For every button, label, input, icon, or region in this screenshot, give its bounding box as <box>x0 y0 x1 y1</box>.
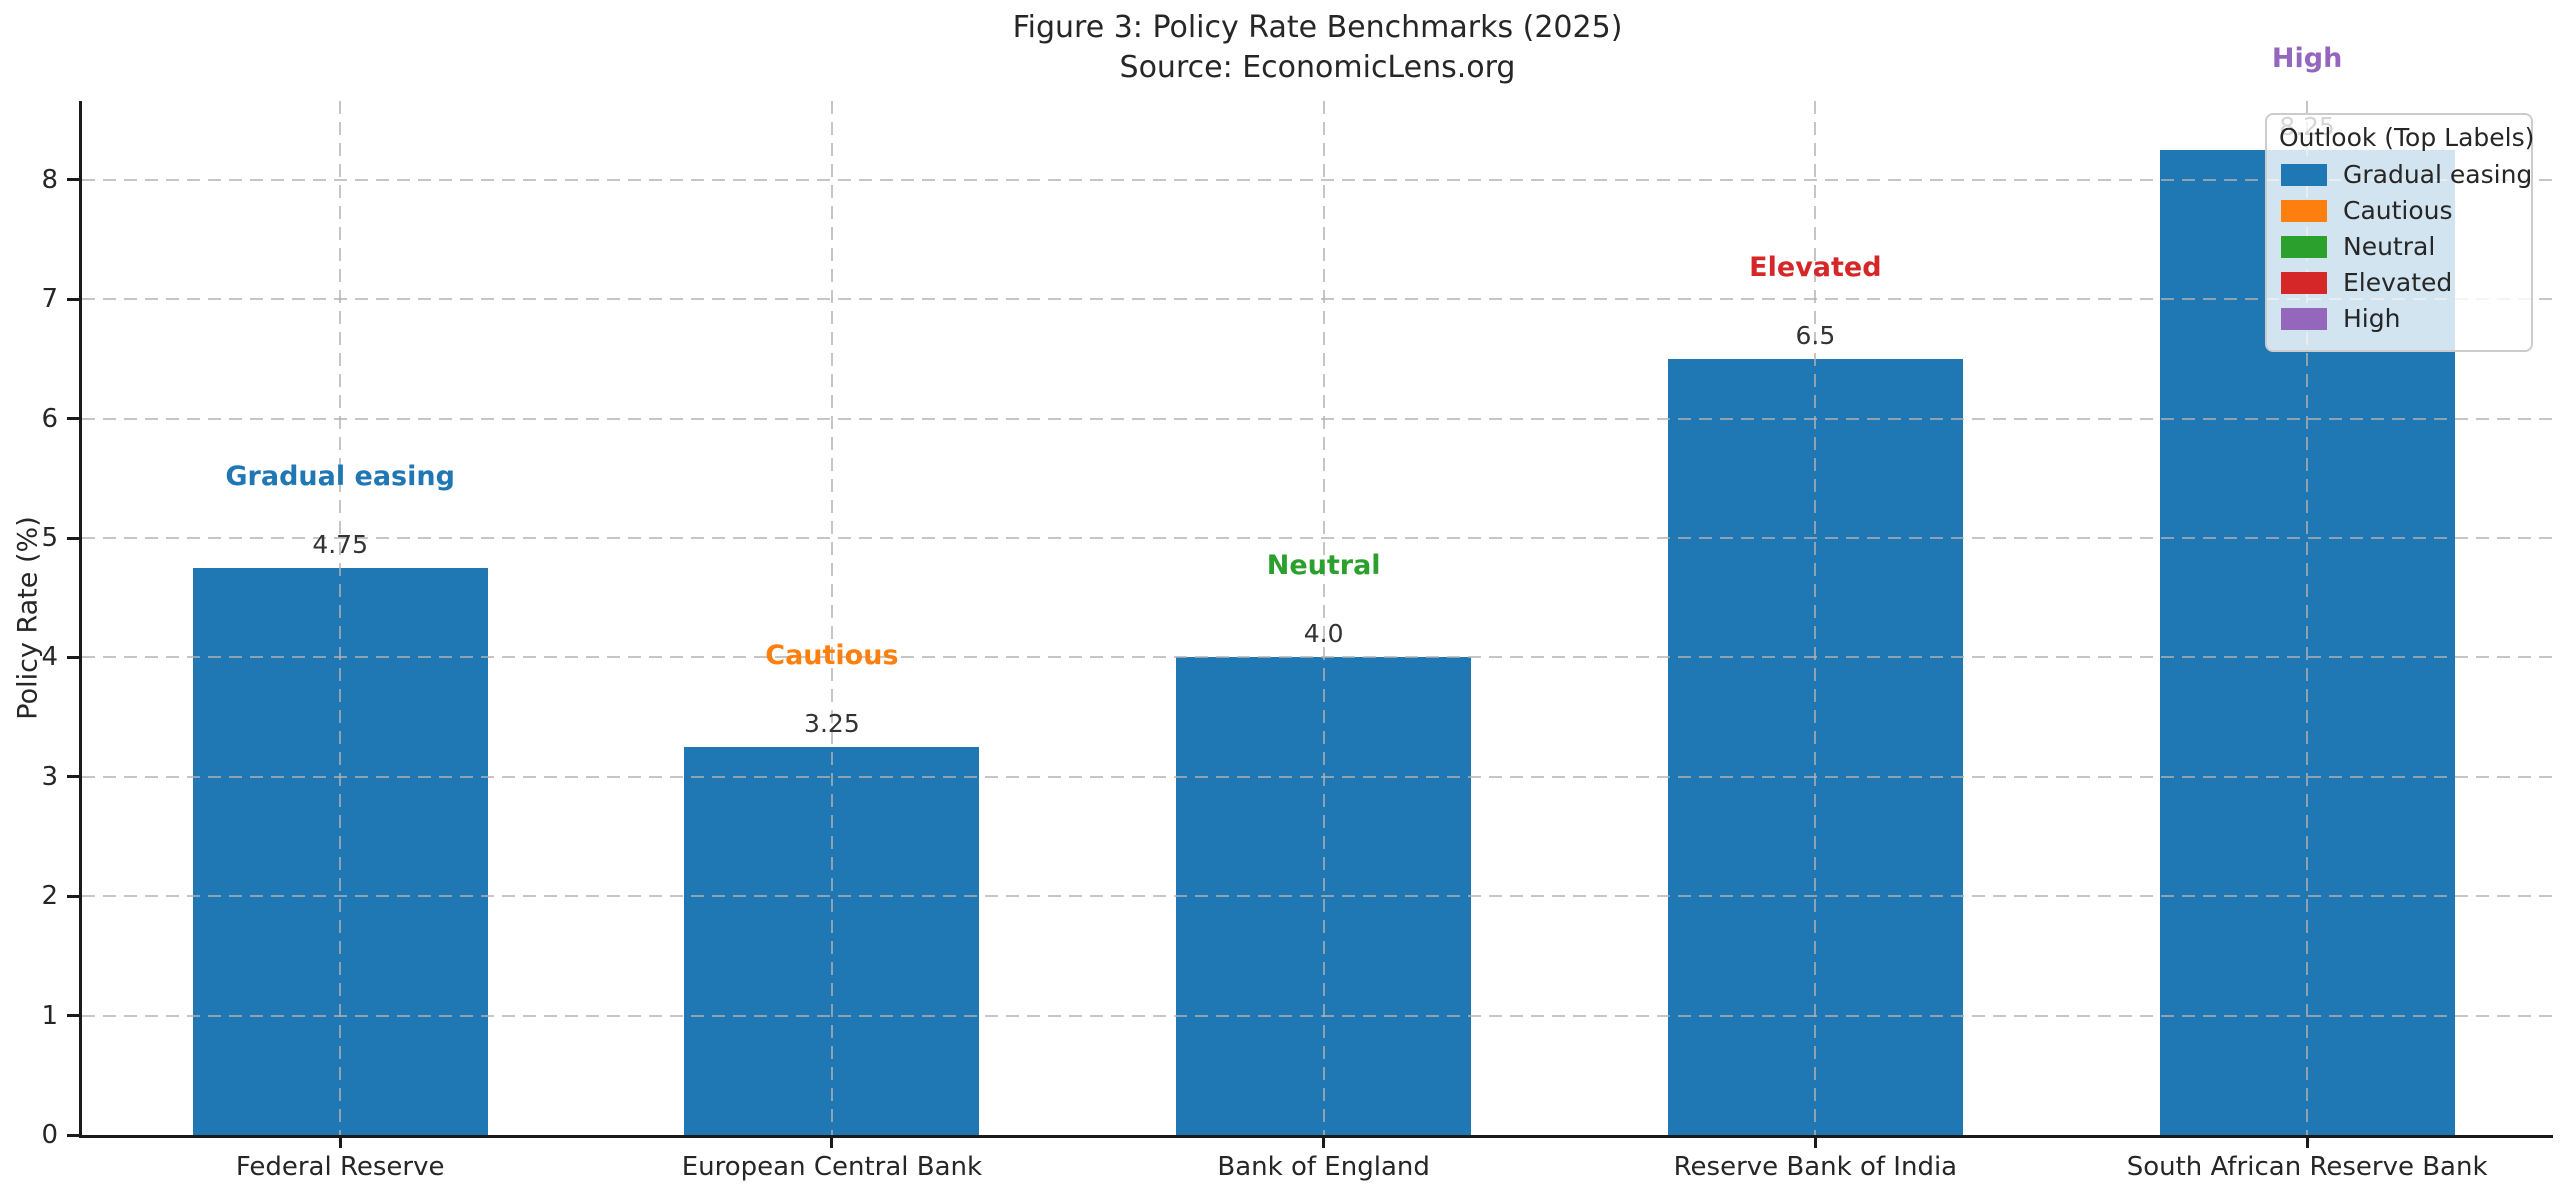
x-tick-mark <box>2305 1138 2309 1148</box>
legend-item: Cautious <box>2281 196 2519 225</box>
legend-items: Gradual easing Cautious Neutral Elevated Hig… <box>2279 160 2532 333</box>
horizontal-gridline <box>82 656 2553 659</box>
bar-value-label: 4.75 <box>312 529 368 559</box>
bar-outlook-label: Gradual easing <box>225 460 455 492</box>
x-tick-mark <box>1322 1138 1326 1148</box>
y-axis-label: Policy Rate (%) <box>12 516 44 720</box>
bar-outlook-label: Neutral <box>1266 550 1381 582</box>
x-tick-label: Federal Reserve <box>235 1152 445 1182</box>
bar-outlook-label: High <box>2271 42 2343 74</box>
legend: Outlook (Top Labels) Gradual easing Cauti… <box>2265 113 2535 352</box>
y-tick-mark <box>67 536 79 540</box>
y-tick-mark <box>67 655 79 659</box>
y-tick-label: 0 <box>41 1120 58 1150</box>
y-tick-mark <box>67 894 79 898</box>
x-tick-mark <box>338 1138 342 1148</box>
x-tick-label: Bank of England <box>1217 1152 1430 1182</box>
y-tick-label: 1 <box>41 1000 58 1031</box>
horizontal-gridline <box>82 178 2553 181</box>
legend-swatch <box>2281 235 2327 258</box>
legend-item: Neutral <box>2281 232 2519 261</box>
bar-outlook-label: Cautious <box>765 639 899 671</box>
y-tick-label: 2 <box>41 881 58 912</box>
bar-outlook-label: Elevated <box>1749 251 1882 283</box>
legend-item-label: Neutral <box>2343 232 2436 261</box>
x-tick-mark <box>1813 1138 1817 1148</box>
y-tick-label: 7 <box>41 284 58 315</box>
x-axis-spine <box>79 1135 2553 1138</box>
y-tick-label: 6 <box>41 403 58 434</box>
vertical-gridline <box>1814 101 1817 1135</box>
y-tick-mark <box>67 178 79 182</box>
y-axis-spine <box>79 101 82 1138</box>
horizontal-gridline <box>82 775 2553 778</box>
legend-swatch <box>2281 163 2327 186</box>
plot-area: 0 1 2 3 4 5 6 7 8 4.75 Gradual easing Federal Reser… <box>41 43 2553 1182</box>
vertical-gridline <box>339 101 342 1135</box>
horizontal-gridline <box>82 298 2553 301</box>
chart-title: Figure 3: Policy Rate Benchmarks (2025) <box>1012 10 1623 45</box>
y-tick-mark <box>67 1014 79 1018</box>
x-tick-mark <box>830 1138 834 1148</box>
horizontal-gridline <box>82 417 2553 420</box>
y-tick-mark <box>67 297 79 301</box>
y-tick-label: 5 <box>41 523 58 554</box>
vertical-gridline <box>830 101 833 1135</box>
x-tick-label: Reserve Bank of India <box>1673 1152 1958 1182</box>
y-tick-label: 8 <box>41 164 58 195</box>
horizontal-gridline <box>82 895 2553 898</box>
x-tick-label: South African Reserve Bank <box>2126 1152 2488 1182</box>
legend-item: High <box>2281 304 2519 333</box>
bar-value-label: 4.0 <box>1303 619 1344 649</box>
y-tick-mark <box>67 775 79 779</box>
legend-item-label: Cautious <box>2343 196 2453 225</box>
horizontal-gridline <box>82 1014 2553 1017</box>
y-tick-label: 4 <box>41 642 58 673</box>
legend-item-label: Gradual easing <box>2343 160 2533 189</box>
bar-value-label: 3.25 <box>804 708 860 738</box>
legend-item-label: High <box>2343 304 2401 333</box>
legend-swatch <box>2281 307 2327 330</box>
legend-title: Outlook (Top Labels) <box>2279 123 2535 152</box>
y-tick-mark <box>67 1133 79 1137</box>
chart-subtitle: Source: EconomicLens.org <box>1119 49 1516 85</box>
vertical-gridline <box>1322 101 1325 1135</box>
legend-swatch <box>2281 199 2327 222</box>
bar-value-label: 6.5 <box>1795 320 1836 350</box>
y-tick-label: 3 <box>41 761 58 792</box>
vertical-gridline <box>2306 101 2309 1135</box>
legend-item: Gradual easing <box>2281 160 2532 189</box>
legend-item-label: Elevated <box>2343 268 2453 297</box>
chart-title-block: Figure 3: Policy Rate Benchmarks (2025) … <box>82 8 2553 87</box>
x-tick-label: European Central Bank <box>681 1152 983 1182</box>
legend-item: Elevated <box>2281 268 2519 297</box>
legend-swatch <box>2281 271 2327 294</box>
y-tick-mark <box>67 417 79 421</box>
horizontal-gridline <box>82 537 2553 540</box>
